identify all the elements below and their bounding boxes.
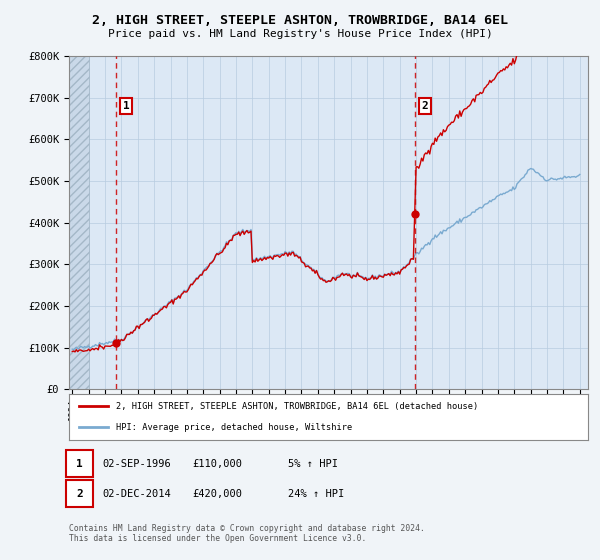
- Text: 02-DEC-2014: 02-DEC-2014: [102, 489, 171, 499]
- Text: HPI: Average price, detached house, Wiltshire: HPI: Average price, detached house, Wilt…: [116, 423, 352, 432]
- Text: 2: 2: [421, 101, 428, 111]
- Text: 1: 1: [122, 101, 129, 111]
- Text: 1: 1: [76, 459, 83, 469]
- Text: 2: 2: [76, 489, 83, 499]
- Text: 2, HIGH STREET, STEEPLE ASHTON, TROWBRIDGE, BA14 6EL: 2, HIGH STREET, STEEPLE ASHTON, TROWBRID…: [92, 14, 508, 27]
- Text: 02-SEP-1996: 02-SEP-1996: [102, 459, 171, 469]
- Bar: [69, 56, 89, 389]
- Text: 2, HIGH STREET, STEEPLE ASHTON, TROWBRIDGE, BA14 6EL (detached house): 2, HIGH STREET, STEEPLE ASHTON, TROWBRID…: [116, 402, 478, 410]
- Text: £420,000: £420,000: [192, 489, 242, 499]
- Text: 5% ↑ HPI: 5% ↑ HPI: [288, 459, 338, 469]
- Text: Price paid vs. HM Land Registry's House Price Index (HPI): Price paid vs. HM Land Registry's House …: [107, 29, 493, 39]
- Text: Contains HM Land Registry data © Crown copyright and database right 2024.
This d: Contains HM Land Registry data © Crown c…: [69, 524, 425, 543]
- Text: 24% ↑ HPI: 24% ↑ HPI: [288, 489, 344, 499]
- Text: £110,000: £110,000: [192, 459, 242, 469]
